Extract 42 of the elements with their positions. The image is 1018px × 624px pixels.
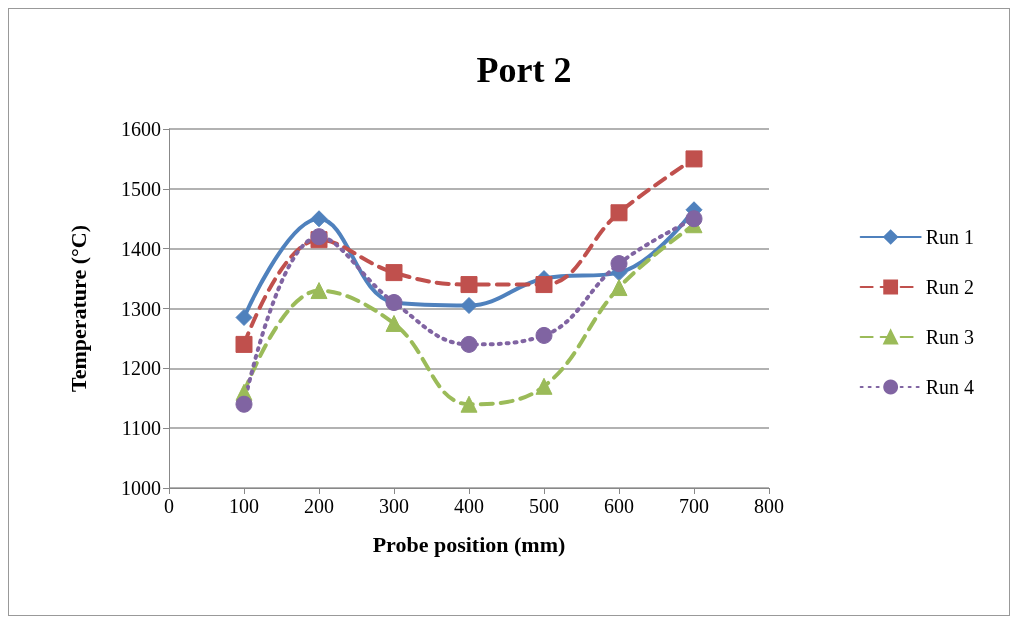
y-tick-label: 1200 (121, 357, 161, 380)
y-tick-label: 1100 (121, 417, 161, 440)
x-tick-label: 600 (604, 495, 634, 517)
x-tick-label: 100 (229, 495, 259, 517)
x-tick-label: 0 (164, 495, 174, 517)
point (235, 335, 253, 353)
point (535, 326, 553, 344)
point (310, 210, 328, 228)
point (535, 377, 553, 395)
y-axis-title: Temperature (°C) (65, 224, 91, 393)
point (235, 308, 253, 326)
x-tick-label: 300 (379, 495, 409, 517)
y-tick-label: 1000 (121, 477, 161, 499)
point (460, 276, 478, 294)
y-tick-label: 1600 (121, 118, 161, 140)
point (310, 282, 328, 300)
point (685, 210, 703, 228)
x-axis-title: Probe position (mm) (372, 531, 566, 557)
point (535, 276, 553, 294)
y-tick-label: 1400 (121, 237, 161, 260)
y-tick-label: 1500 (121, 177, 161, 200)
x-tick-label: 800 (754, 495, 784, 517)
legend-label: Run 3 (925, 326, 974, 348)
point (235, 395, 253, 413)
point (460, 395, 478, 413)
x-tick-label: 400 (454, 495, 484, 517)
point (385, 314, 403, 332)
legend-label: Run 1 (925, 226, 974, 248)
point (460, 297, 478, 315)
point (460, 335, 478, 353)
legend-label: Run 4 (925, 376, 974, 398)
x-tick-label: 500 (529, 495, 559, 517)
chart-title: Port 2 (476, 50, 572, 90)
legend-label: Run 2 (925, 276, 974, 298)
point (685, 150, 703, 168)
point (385, 264, 403, 282)
point (610, 255, 628, 273)
x-tick-label: 700 (679, 495, 709, 517)
x-tick-label: 200 (304, 495, 334, 517)
point (610, 204, 628, 222)
point (610, 279, 628, 297)
y-tick-label: 1300 (121, 297, 161, 320)
